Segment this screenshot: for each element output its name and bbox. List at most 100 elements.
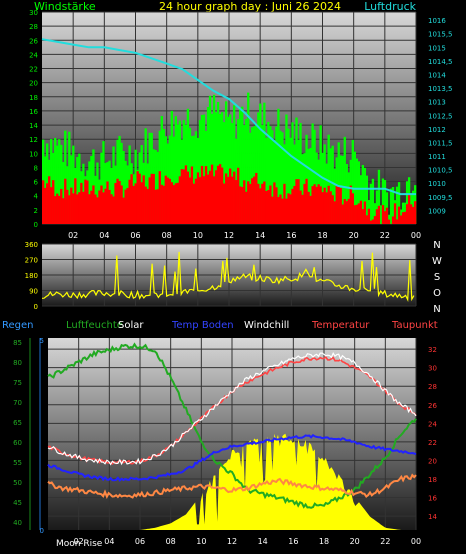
wind-avg-bar [241, 187, 244, 224]
wind-gust-bar [64, 130, 67, 224]
wind-avg-bar [140, 182, 143, 224]
wind-gust-bar [118, 135, 121, 224]
direction-tick-labels: 0 90 180 270 360 [25, 241, 38, 311]
wind-gust-bar [214, 112, 218, 224]
pressure-tick-label: 1012 [428, 126, 446, 134]
wind-gust-bar [275, 126, 278, 224]
rain-tick-label: 5 [40, 337, 44, 345]
wind-axis-label: Windstärke [34, 0, 96, 13]
wind-avg-bar [202, 176, 206, 224]
humidity-line [47, 342, 417, 509]
wind-gust-bar [299, 122, 302, 224]
wind-gust-bar [295, 117, 298, 224]
wind-avg-bar [186, 171, 190, 224]
temperature-x-tick-label: 10 [196, 537, 206, 546]
wind-gust-bar [192, 135, 196, 224]
wind-x-tick-label: 12 [224, 231, 234, 240]
wind-gust-bar [323, 144, 326, 224]
moon-rise-label: Moon Rise [56, 539, 103, 549]
wind-gust-bar [76, 157, 79, 224]
wind-avg-bar [397, 206, 401, 224]
wind-gust-bar [212, 94, 216, 224]
wind-avg-bar [235, 180, 238, 224]
wind-gust-bar [261, 125, 264, 224]
wind-avg-bar [220, 167, 224, 224]
wind-avg-bar [90, 190, 93, 224]
wind-avg-bar [323, 187, 326, 224]
direction-tick-label: 360 [25, 241, 38, 249]
wind-avg-bar [104, 188, 107, 224]
wind-avg-bar [78, 192, 81, 224]
wind-gust-bar [387, 214, 391, 224]
wind-avg-bar [132, 185, 135, 224]
humidity-tick-label: 80 [13, 359, 22, 367]
wind-avg-bar [341, 204, 344, 224]
temperature-x-tick-label: 00 [411, 537, 421, 546]
wind-avg-bar [245, 191, 248, 224]
legend-luftfeuchte: Luftfeuchte [66, 320, 123, 331]
wind-avg-bar [365, 215, 369, 224]
wind-avg-bar [82, 191, 85, 224]
wind-gust-bar [319, 125, 322, 224]
wind-avg-bar [112, 196, 115, 224]
wind-gust-bar [251, 127, 254, 224]
wind-avg-bar [142, 175, 145, 224]
temperature-x-tick-label: 04 [104, 537, 114, 546]
wind-avg-bar [52, 180, 55, 224]
wind-avg-bar [180, 169, 184, 224]
wind-avg-bar [337, 186, 340, 224]
humidity-tick-label: 55 [13, 459, 22, 467]
pressure-tick-label: 1011 [428, 153, 446, 161]
wind-avg-bar [317, 184, 320, 224]
wind-avg-bar [409, 204, 413, 224]
wind-tick-label: 28 [29, 23, 38, 31]
wind-gust-bar [68, 131, 71, 224]
wind-gust-bar [383, 180, 387, 224]
wind-avg-bar [237, 167, 240, 224]
wind-gust-bar [313, 129, 316, 224]
wind-gust-bar [178, 120, 182, 224]
wind-avg-bar [178, 176, 182, 224]
rain-tick-label: 0 [40, 527, 44, 535]
wind-gust-bar [172, 136, 176, 224]
wind-avg-bar [269, 185, 272, 224]
wind-avg-bar [293, 185, 296, 224]
wind-avg-bar [311, 186, 314, 224]
pressure-tick-labels: 1009 1009,5 1010 1010,5 1011 1011,5 1012 1012,5… [428, 17, 453, 215]
wind-avg-bar [309, 195, 312, 224]
wind-gust-bar [54, 137, 57, 224]
wind-avg-bar [152, 173, 155, 224]
wind-avg-bar [116, 178, 119, 224]
wind-avg-bar [184, 165, 188, 224]
wind-avg-bar [329, 191, 332, 224]
wind-gust-bar [120, 142, 123, 224]
wind-tick-label: 8 [34, 164, 38, 172]
wind-avg-bar [80, 182, 83, 224]
chart-title: 24 hour graph day : Juni 26 2024 [159, 0, 341, 13]
pressure-tick-label: 1009 [428, 207, 446, 215]
pressure-tick-label: 1009,5 [428, 194, 453, 202]
wind-avg-bar [399, 215, 403, 224]
wind-avg-bar [367, 208, 371, 224]
pressure-axis-label: Luftdruck [364, 0, 416, 13]
wind-avg-bar [291, 188, 294, 224]
wind-avg-bar [214, 170, 218, 224]
wind-avg-bar [92, 185, 95, 224]
wind-gust-bar [277, 108, 280, 224]
wind-gust-bar [72, 145, 75, 224]
wind-avg-bar [411, 206, 415, 224]
wind-avg-bar [395, 219, 399, 224]
wind-avg-bar [88, 194, 91, 224]
wind-avg-bar [174, 183, 178, 224]
wind-tick-label: 26 [29, 37, 38, 45]
wind-x-tick-label: 06 [130, 231, 140, 240]
wind-gust-bar [249, 132, 252, 224]
humidity-tick-label: 85 [13, 339, 22, 347]
legend-taupunkt: Taupunkt [391, 320, 438, 331]
wind-gust-bar [281, 132, 284, 224]
wind-gust-bar [369, 183, 373, 224]
legend-temperatur: Temperatur [311, 320, 370, 331]
